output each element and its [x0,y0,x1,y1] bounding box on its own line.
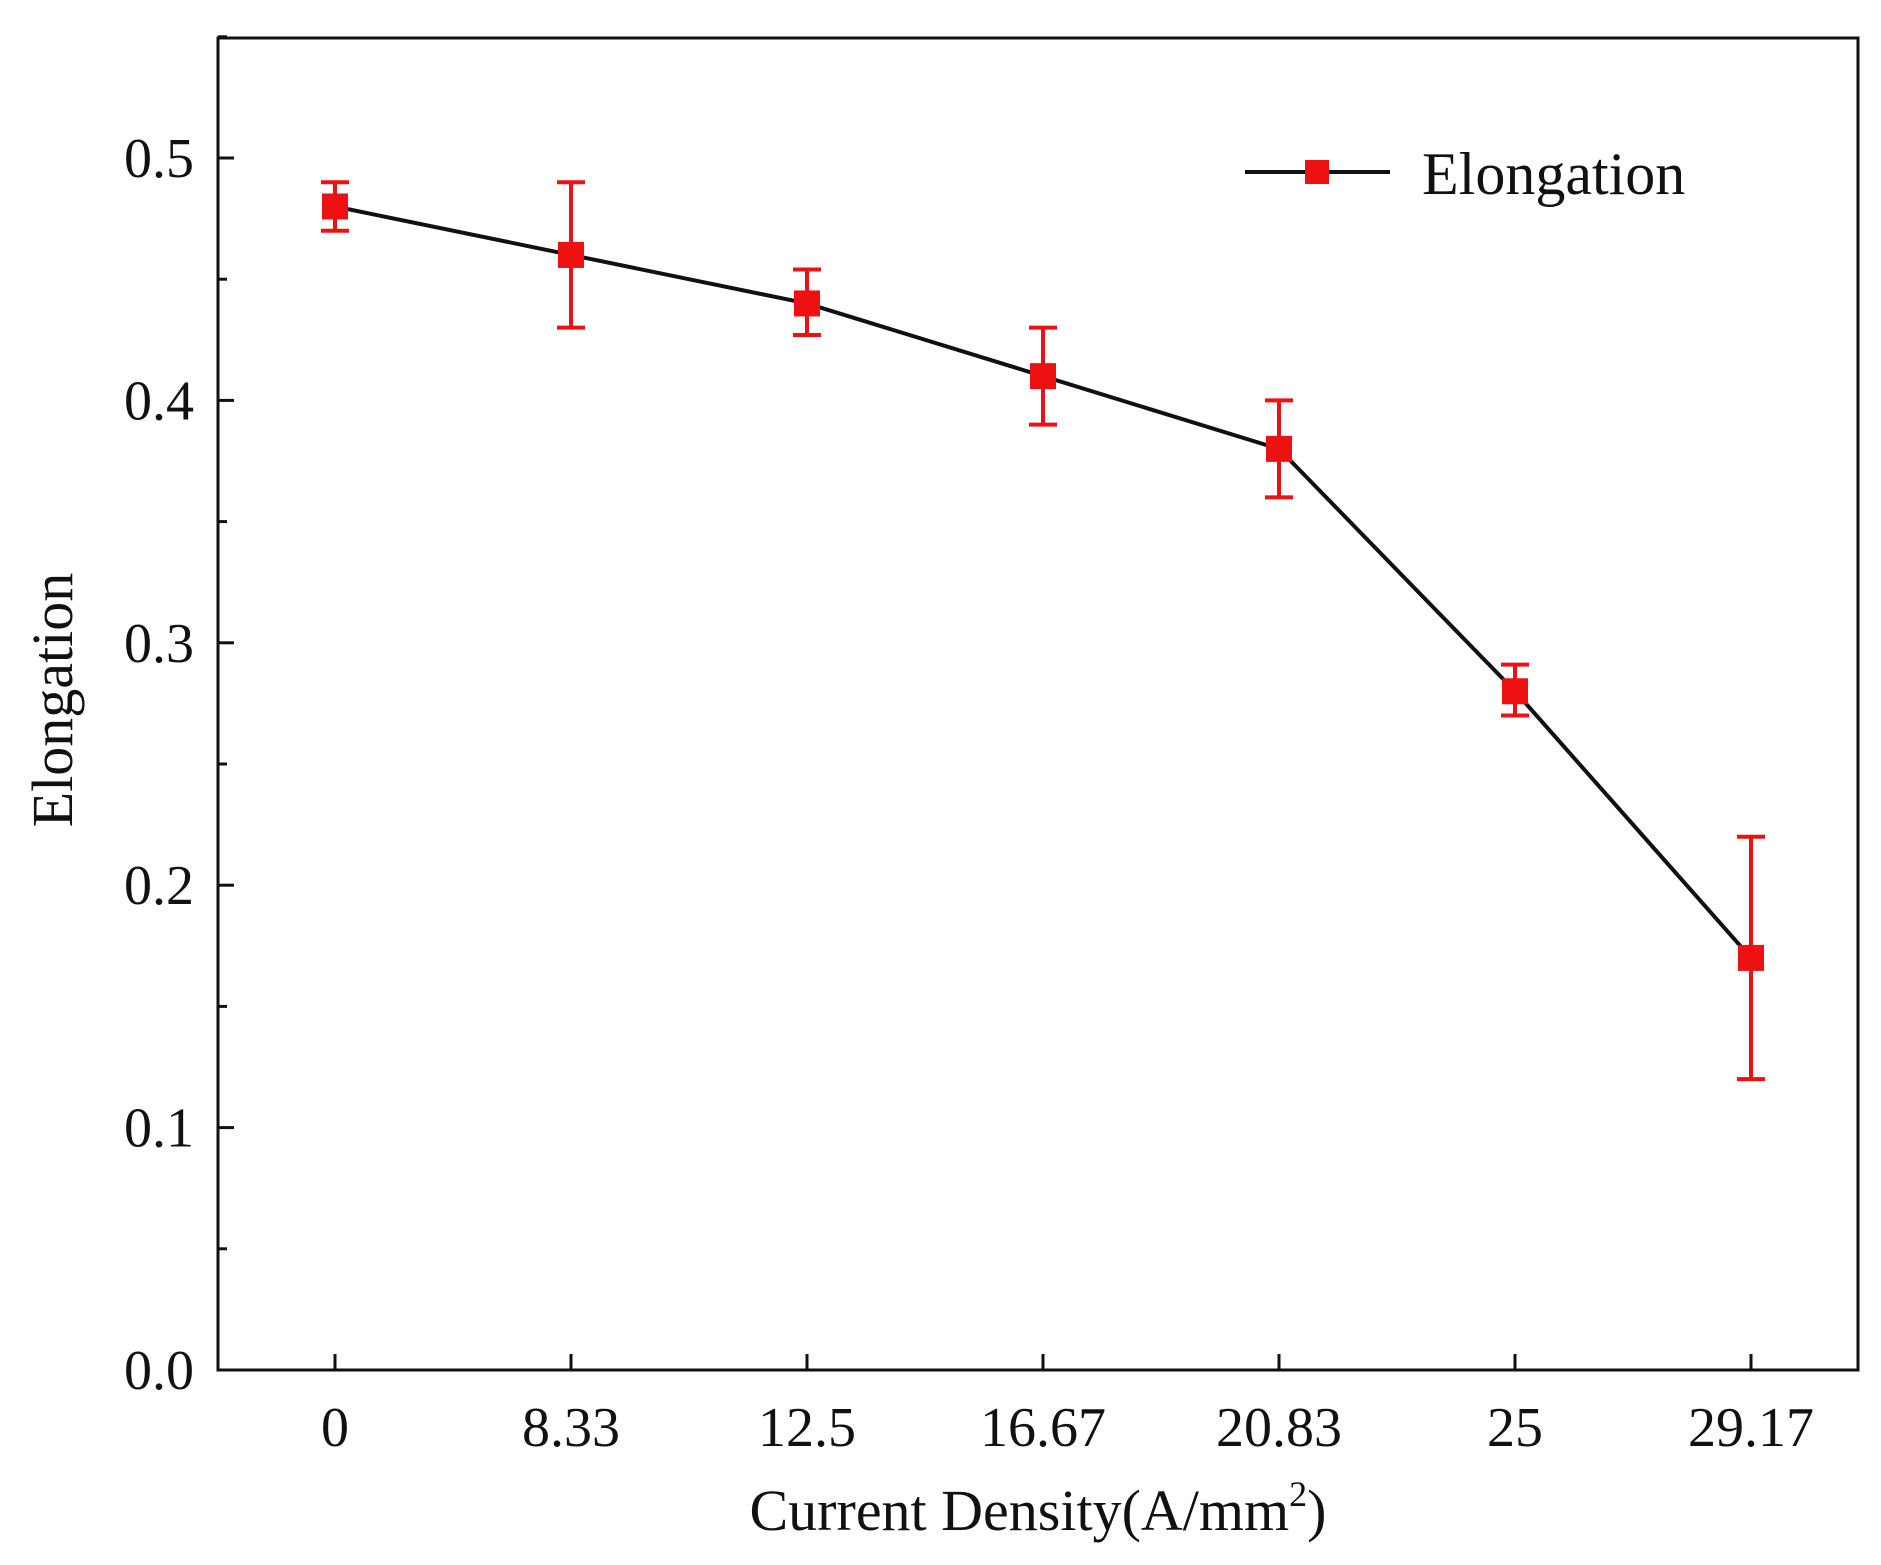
series-line [334,204,1753,960]
y-tick-label: 0.5 [124,128,194,190]
series-elongation [321,180,1765,1082]
x-tick-label: 25 [1487,1397,1543,1459]
data-point [1502,678,1528,705]
x-tick-label: 16.67 [980,1397,1106,1459]
data-point [1738,944,1764,971]
y-tick-label: 0.2 [124,855,194,917]
y-tick-label: 0.0 [124,1340,194,1402]
x-axis-title-main: Current Density(A/mm [750,1478,1290,1543]
y-tick-label: 0.1 [124,1098,194,1160]
x-axis-title-superscript: 2 [1289,1474,1307,1514]
data-point [794,290,820,317]
x-tick-label: 12.5 [758,1397,856,1459]
y-tick-label: 0.4 [124,370,194,432]
data-point [322,193,348,220]
x-tick-label: 0 [321,1397,349,1459]
legend: Elongation [1245,141,1685,207]
data-point [1266,435,1292,462]
x-tick-label: 29.17 [1688,1397,1814,1459]
legend-marker [1305,160,1329,184]
legend-label: Elongation [1422,141,1685,207]
x-axis: 0 8.33 12.5 16.67 20.83 25 29.17 [321,1354,1814,1459]
x-axis-title-close: ) [1307,1478,1326,1543]
data-point [558,241,584,268]
y-tick-label: 0.3 [124,613,194,675]
x-tick-label: 20.83 [1216,1397,1342,1459]
plot-frame [216,36,1860,1372]
data-point [1030,363,1056,390]
y-axis: 0.0 0.1 0.2 0.3 0.4 0.5 [124,35,234,1402]
x-axis-title: Current Density(A/mm2) [750,1474,1327,1543]
y-axis-title: Elongation [20,573,85,828]
x-tick-label: 8.33 [522,1397,620,1459]
